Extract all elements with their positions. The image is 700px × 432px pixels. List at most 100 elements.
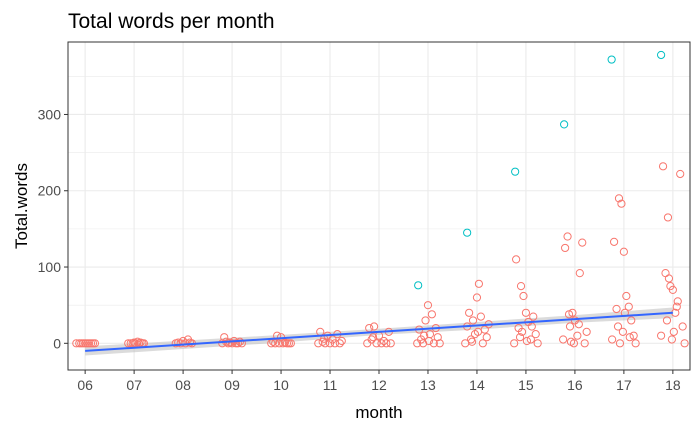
data-point — [575, 269, 584, 278]
y-axis-title: Total.words — [12, 163, 31, 249]
data-point — [474, 279, 484, 288]
y-tick-label: 0 — [53, 335, 61, 351]
data-point — [519, 291, 528, 301]
data-point — [176, 339, 185, 348]
data-point — [622, 291, 631, 301]
data-point — [467, 337, 477, 346]
data-point — [424, 336, 434, 346]
data-point — [382, 339, 391, 348]
data-point — [233, 339, 243, 348]
data-point — [624, 302, 633, 311]
data-point — [512, 255, 521, 264]
data-point — [274, 339, 284, 348]
outlier-point — [463, 228, 472, 237]
data-point — [468, 316, 478, 325]
data-point — [220, 333, 229, 342]
data-point — [667, 335, 676, 344]
data-point — [369, 333, 378, 342]
data-point — [625, 333, 634, 342]
x-axis-ticks: 06 07 08 09 10 11 12 13 14 15 16 17 18 — [77, 370, 681, 393]
data-point — [372, 339, 381, 348]
data-point — [335, 339, 344, 348]
data-point — [680, 339, 689, 348]
data-point — [516, 281, 526, 291]
trend-line-path — [85, 311, 673, 352]
outlier-point — [560, 120, 569, 129]
x-tick-label: 18 — [665, 377, 681, 393]
data-point — [608, 335, 617, 344]
data-point — [662, 316, 672, 325]
data-point — [429, 339, 438, 348]
data-point — [419, 331, 429, 340]
data-point — [672, 302, 681, 311]
x-tick-label: 08 — [175, 377, 191, 393]
data-point — [658, 162, 668, 171]
data-point — [517, 327, 527, 336]
data-point — [578, 238, 587, 247]
x-tick-label: 15 — [518, 377, 534, 393]
data-point — [629, 331, 638, 340]
data-point — [619, 247, 628, 256]
x-tick-label: 07 — [126, 377, 142, 393]
data-point — [473, 327, 483, 336]
data-point — [522, 336, 532, 346]
data-point — [612, 304, 621, 314]
outlier-point — [511, 167, 520, 176]
data-point — [561, 243, 570, 253]
x-tick-label: 17 — [616, 377, 632, 393]
outlier-point — [657, 50, 666, 60]
data-point — [657, 331, 666, 340]
data-point — [271, 339, 280, 348]
y-tick-label: 300 — [38, 106, 62, 122]
data-point — [124, 339, 133, 348]
data-point — [521, 308, 531, 317]
data-point — [563, 232, 572, 241]
data-point — [218, 339, 227, 348]
data-point — [573, 331, 582, 340]
data-point — [386, 339, 395, 348]
trend-line — [85, 311, 673, 352]
data-point — [227, 339, 237, 348]
data-point — [627, 316, 636, 325]
y-tick-label: 200 — [38, 183, 62, 199]
x-tick-label: 12 — [371, 377, 387, 393]
data-point — [614, 194, 624, 203]
data-point — [526, 335, 535, 344]
data-point — [617, 199, 626, 208]
data-point — [72, 339, 81, 348]
data-point — [533, 339, 542, 348]
data-point — [478, 339, 487, 348]
data-point — [631, 339, 640, 348]
data-point — [676, 169, 685, 179]
data-point — [574, 320, 583, 329]
data-point — [476, 312, 485, 321]
data-point — [472, 293, 482, 302]
x-tick-label: 11 — [323, 377, 338, 393]
data-point — [321, 339, 330, 348]
x-tick-label: 06 — [77, 377, 93, 393]
data-point — [90, 339, 100, 348]
data-point — [377, 339, 386, 348]
data-point — [668, 285, 677, 295]
data-point — [564, 310, 574, 319]
data-point — [370, 322, 379, 331]
x-tick-label: 16 — [567, 377, 583, 393]
data-point — [427, 310, 436, 319]
x-tick-label: 09 — [224, 377, 240, 393]
chart-title: Total words per month — [68, 10, 275, 33]
data-point — [529, 312, 538, 321]
data-point — [669, 327, 678, 336]
data-point — [664, 274, 674, 283]
data-point — [531, 330, 540, 339]
data-point — [566, 337, 576, 346]
outlier-points — [414, 50, 666, 290]
data-point — [465, 308, 474, 317]
data-point — [515, 333, 525, 342]
data-point — [582, 327, 591, 336]
data-point — [286, 339, 295, 348]
data-point — [565, 322, 575, 331]
data-point — [673, 297, 682, 306]
data-point — [337, 336, 346, 346]
